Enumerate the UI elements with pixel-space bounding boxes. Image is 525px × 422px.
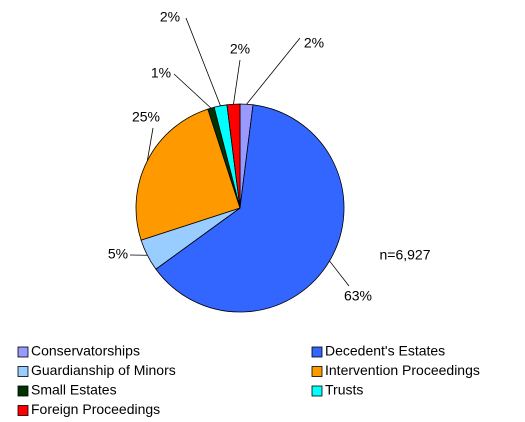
pie-slice — [135, 108, 241, 241]
data-label: 2% — [304, 35, 324, 51]
legend-label: Conservatorships — [31, 343, 140, 359]
data-label: 25% — [132, 109, 160, 125]
legend-swatch — [17, 366, 29, 377]
legend-label: Foreign Proceedings — [31, 401, 160, 417]
data-label: 5% — [108, 246, 128, 262]
legend-swatch — [311, 385, 323, 397]
legend-label: Small Estates — [31, 382, 117, 398]
legend-swatch — [311, 366, 323, 377]
leader-line — [233, 59, 241, 105]
legend-label: Intervention Proceedings — [325, 362, 480, 378]
data-label: 2% — [160, 9, 180, 25]
legend-swatch — [311, 346, 323, 358]
legend-swatch — [17, 405, 29, 416]
legend-label: Guardianship of Minors — [31, 362, 176, 378]
legend-label: Decedent's Estates — [325, 343, 445, 359]
data-label: 1% — [151, 65, 171, 81]
data-label: 63% — [344, 288, 372, 304]
leader-line — [246, 37, 301, 105]
annotation: n=6,927 — [380, 247, 431, 263]
data-label: 2% — [230, 41, 250, 57]
pie-slice — [155, 104, 345, 313]
leader-line — [173, 73, 212, 109]
leader-line — [185, 17, 221, 106]
legend-label: Trusts — [325, 382, 363, 398]
legend-swatch — [17, 385, 29, 397]
leader-line — [146, 127, 154, 161]
legend-swatch — [17, 346, 29, 358]
leader-line — [329, 260, 350, 287]
